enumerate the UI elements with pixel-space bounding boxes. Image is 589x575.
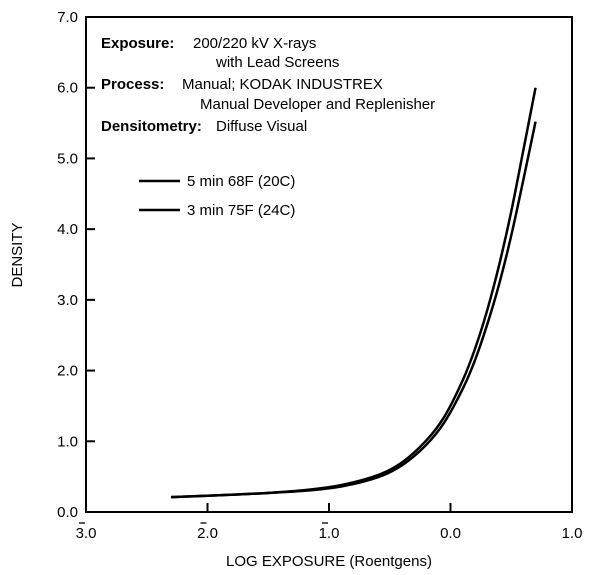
y-tick-label: 5.0 <box>57 150 78 167</box>
annotation-process-line2: Manual Developer and Replenisher <box>200 96 435 113</box>
annotation-exposure-line1: 200/220 kV X-rays <box>193 35 316 52</box>
series-line-5min-68F <box>171 87 537 499</box>
x-axis-ticks: 3.0 2.0 1.0 0.0 1.0 <box>76 503 583 542</box>
x-axis-title: LOG EXPOSURE (Roentgens) <box>226 553 432 570</box>
annotation-exposure-label: Exposure: <box>101 35 174 52</box>
x-tick-label: 3.0 <box>76 525 97 542</box>
annotation-densitometry-label: Densitometry: <box>101 118 202 135</box>
x-tick-label: 1.0 <box>319 525 340 542</box>
legend-label-3min: 3 min 75F (24C) <box>187 202 295 219</box>
y-tick-label: 2.0 <box>57 363 78 380</box>
y-tick-label: 7.0 <box>57 9 78 26</box>
y-axis-title: DENSITY <box>9 222 26 287</box>
annotation-block: Exposure: 200/220 kV X-rays with Lead Sc… <box>101 35 435 135</box>
series-lines <box>171 87 537 499</box>
legend-label-5min: 5 min 68F (20C) <box>187 173 295 190</box>
series-line-3min-75F <box>171 121 537 499</box>
y-tick-label: 1.0 <box>57 433 78 450</box>
x-tick-label: 1.0 <box>562 525 583 542</box>
y-tick-label: 4.0 <box>57 221 78 238</box>
annotation-process-label: Process: <box>101 76 164 93</box>
annotation-exposure-line2: with Lead Screens <box>215 54 339 71</box>
y-tick-label: 0.0 <box>57 504 78 521</box>
y-tick-label: 3.0 <box>57 292 78 309</box>
y-tick-label: 6.0 <box>57 80 78 97</box>
y-axis-ticks: 0.0 1.0 2.0 3.0 4.0 5.0 6.0 7.0 <box>57 9 95 521</box>
annotation-densitometry-line1: Diffuse Visual <box>216 118 307 135</box>
legend: 5 min 68F (20C) 3 min 75F (24C) <box>139 173 295 219</box>
x-tick-label: 0.0 <box>440 525 461 542</box>
x-tick-label: 2.0 <box>197 525 218 542</box>
annotation-process-line1: Manual; KODAK INDUSTREX <box>182 76 383 93</box>
